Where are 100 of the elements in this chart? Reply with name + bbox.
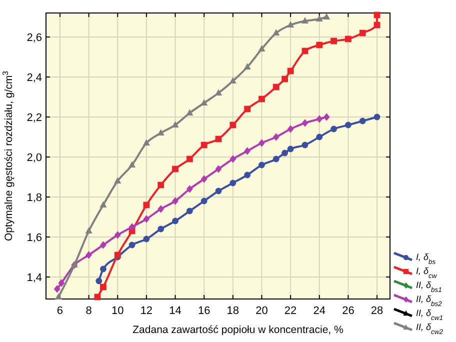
point xyxy=(345,36,352,42)
point xyxy=(359,118,366,124)
point xyxy=(143,202,150,208)
point xyxy=(100,266,106,272)
point xyxy=(58,279,65,287)
x-tick-label: 22 xyxy=(284,305,297,317)
point xyxy=(282,76,288,82)
point xyxy=(128,242,136,248)
legend-label: II, δ$_{bs2}$ xyxy=(416,294,442,308)
legend-label: I, δ$_{cw}$ xyxy=(416,266,438,280)
point xyxy=(258,139,265,147)
point xyxy=(244,147,251,155)
point xyxy=(287,125,294,133)
y-tick-label: 2,6 xyxy=(26,32,42,44)
point xyxy=(128,161,136,168)
point xyxy=(94,294,101,300)
point xyxy=(287,21,294,28)
x-tick-label: 18 xyxy=(226,305,240,317)
x-tick-label: 24 xyxy=(313,305,326,317)
point xyxy=(244,63,251,70)
x-tick-label: 10 xyxy=(112,305,124,317)
y-tick-label: 2,4 xyxy=(26,72,42,84)
point xyxy=(345,122,352,128)
y-tick-label: 1,4 xyxy=(26,272,42,284)
legend-label: II, δ$_{cw2}$ xyxy=(416,322,444,336)
point xyxy=(200,198,208,204)
point xyxy=(200,175,208,183)
point xyxy=(215,188,222,194)
y-tick-label: 1,8 xyxy=(26,192,42,204)
point xyxy=(215,165,222,173)
x-axis-title: Zadana zawartość popiołu w koncentracie, % xyxy=(132,324,344,336)
point xyxy=(316,15,323,22)
legend-label: II, δ$_{cw1}$ xyxy=(416,308,444,322)
point xyxy=(230,155,236,163)
point xyxy=(100,201,107,208)
point xyxy=(100,284,106,290)
point xyxy=(244,106,251,112)
point xyxy=(287,146,294,152)
y-tick-label: 2,2 xyxy=(26,112,42,124)
point xyxy=(186,156,193,162)
point xyxy=(200,142,208,148)
point xyxy=(302,142,308,148)
x-tick-label: 26 xyxy=(342,305,354,317)
point xyxy=(244,172,251,178)
point xyxy=(172,166,178,172)
point xyxy=(316,42,323,48)
point xyxy=(158,205,164,213)
point xyxy=(258,162,265,168)
point xyxy=(287,68,294,74)
point xyxy=(128,223,136,231)
point xyxy=(100,241,106,249)
point xyxy=(158,226,164,232)
legend-label: II, δ$_{bs1}$ xyxy=(416,280,442,294)
point xyxy=(258,96,265,102)
point xyxy=(272,84,280,90)
point xyxy=(55,293,62,300)
point xyxy=(214,89,222,96)
point xyxy=(316,115,323,123)
point xyxy=(330,38,337,44)
point xyxy=(282,150,288,156)
point xyxy=(186,208,193,214)
point xyxy=(272,29,280,36)
point xyxy=(172,218,178,224)
x-tick-label: 8 xyxy=(86,305,92,317)
point xyxy=(323,113,330,121)
point xyxy=(302,119,308,127)
x-tick-label: 28 xyxy=(370,305,384,317)
x-tick-label: 12 xyxy=(140,305,153,317)
point xyxy=(330,126,337,132)
point xyxy=(374,12,380,18)
point xyxy=(158,182,164,188)
x-tick-label: 6 xyxy=(56,305,64,317)
point xyxy=(142,139,150,146)
x-tick-label: 20 xyxy=(256,305,268,317)
point xyxy=(374,114,380,120)
point xyxy=(258,45,266,52)
point xyxy=(85,227,92,234)
x-tick-label: 14 xyxy=(169,305,182,317)
point xyxy=(230,122,236,128)
point xyxy=(272,133,280,141)
point xyxy=(186,109,194,116)
point xyxy=(143,215,150,223)
y-tick-label: 2,0 xyxy=(26,152,42,164)
point xyxy=(323,13,330,20)
x-tick-label: 16 xyxy=(198,305,210,317)
point xyxy=(114,177,122,184)
point xyxy=(230,180,236,186)
point xyxy=(316,134,323,140)
point xyxy=(172,121,179,128)
point xyxy=(301,17,308,24)
point xyxy=(172,197,178,205)
point xyxy=(86,251,92,259)
y-tick-label: 1,6 xyxy=(26,232,42,244)
point xyxy=(186,185,193,193)
point xyxy=(54,285,60,293)
point xyxy=(96,278,102,284)
point xyxy=(359,30,366,36)
point xyxy=(200,99,208,106)
legend-label: I, δ$_{bs}$ xyxy=(416,252,436,266)
point xyxy=(272,156,280,162)
